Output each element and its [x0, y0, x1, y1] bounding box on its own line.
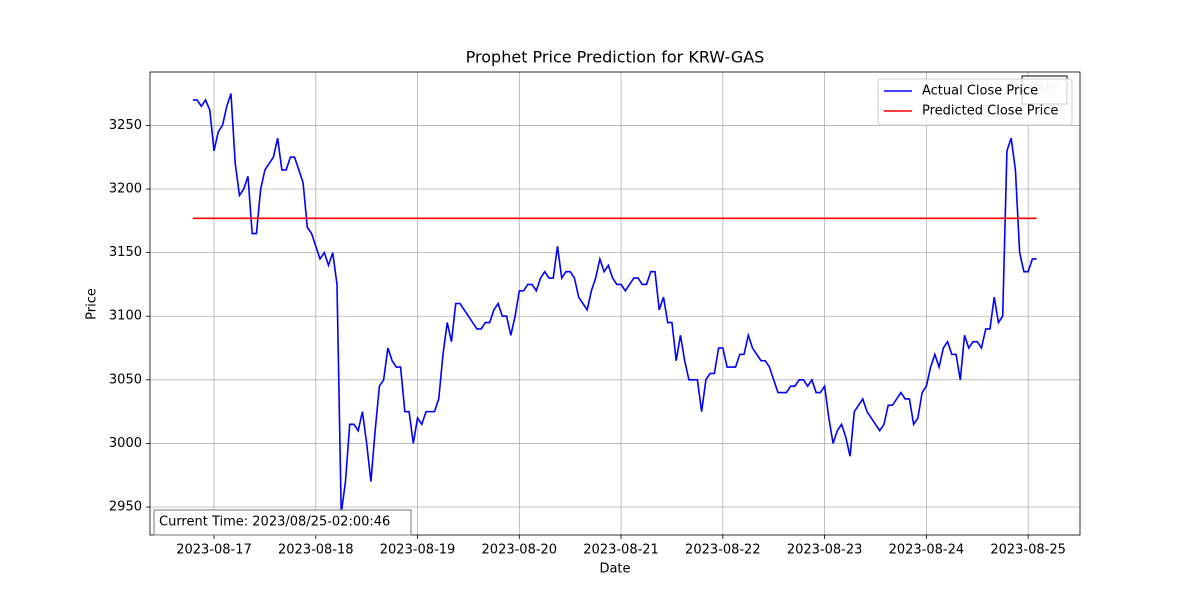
- y-tick-label: 3100: [109, 309, 142, 324]
- y-axis-label: Price: [85, 288, 100, 320]
- x-tick-label: 2023-08-17: [176, 543, 252, 558]
- x-tick-label: 2023-08-22: [685, 543, 761, 558]
- time-box: [153, 509, 412, 536]
- x-tick-label: 2023-08-21: [583, 543, 659, 558]
- chart-title: Prophet Price Prediction for KRW-GAS: [466, 48, 765, 67]
- legend-box: [877, 78, 1073, 126]
- x-tick-label: 2023-08-25: [990, 543, 1066, 558]
- x-axis-label: Date: [599, 562, 630, 577]
- legend-label: Actual Close Price: [922, 84, 1038, 99]
- y-tick-label: 3200: [109, 182, 142, 197]
- y-tick-label: 3050: [109, 372, 142, 387]
- time-label: Current Time: 2023/08/25-02:00:46: [159, 515, 390, 530]
- x-tick-label: 2023-08-19: [380, 543, 456, 558]
- x-tick-label: 2023-08-18: [278, 543, 354, 558]
- x-tick-label: 2023-08-20: [482, 543, 558, 558]
- x-tick-label: 2023-08-24: [889, 543, 965, 558]
- series-line: [192, 93, 1037, 514]
- y-tick-label: 3150: [109, 245, 142, 260]
- legend-label: Predicted Close Price: [922, 104, 1058, 119]
- y-tick-label: 3250: [109, 118, 142, 133]
- y-tick-label: 3000: [109, 436, 142, 451]
- y-tick-label: 2950: [109, 500, 142, 515]
- x-tick-label: 2023-08-23: [787, 543, 863, 558]
- axes-frame: [149, 71, 1081, 536]
